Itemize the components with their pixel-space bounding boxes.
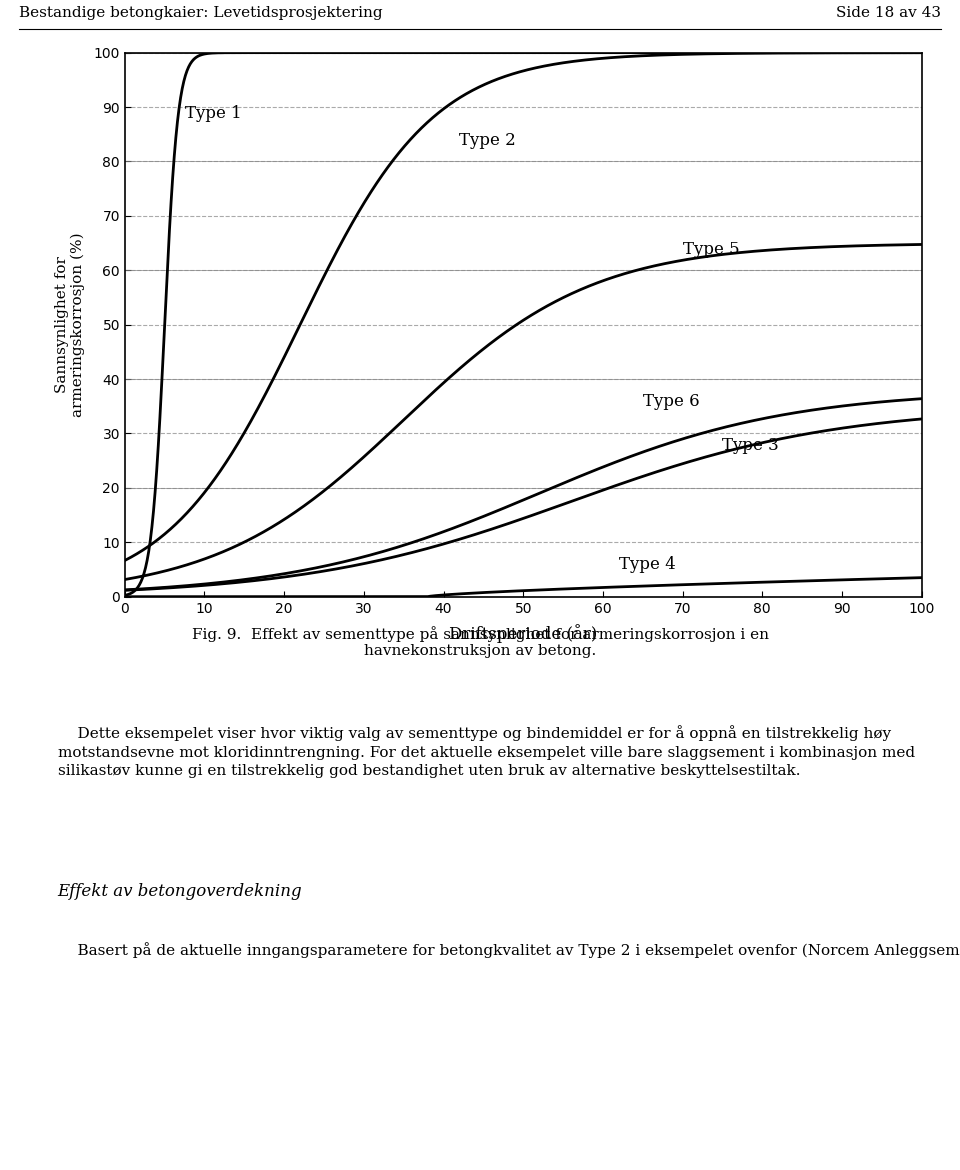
Text: Side 18 av 43: Side 18 av 43 bbox=[836, 6, 941, 20]
Y-axis label: Sannsynlighet for
armeringskorrosjon (%): Sannsynlighet for armeringskorrosjon (%) bbox=[55, 233, 85, 417]
Text: Dette eksempelet viser hvor viktig valg av sementtype og bindemiddel er for å op: Dette eksempelet viser hvor viktig valg … bbox=[58, 725, 915, 778]
Text: Fig. 9.  Effekt av sementtype på sannsynlighet for armeringskorrosjon i en
havne: Fig. 9. Effekt av sementtype på sannsynl… bbox=[191, 626, 769, 658]
X-axis label: Driftsperiode (år): Driftsperiode (år) bbox=[449, 624, 597, 642]
Text: Type 4: Type 4 bbox=[619, 557, 676, 573]
Text: Basert på de aktuelle inngangsparametere for betongkvalitet av Type 2 i eksempel: Basert på de aktuelle inngangsparametere… bbox=[58, 942, 960, 958]
Text: Type 1: Type 1 bbox=[184, 105, 241, 122]
Text: Type 5: Type 5 bbox=[683, 241, 739, 257]
Text: Type 3: Type 3 bbox=[723, 436, 780, 454]
Text: Type 2: Type 2 bbox=[460, 132, 516, 149]
Text: Effekt av betongoverdekning: Effekt av betongoverdekning bbox=[58, 883, 302, 901]
Text: Type 6: Type 6 bbox=[643, 393, 699, 411]
Text: Bestandige betongkaier: Levetidsprosjektering: Bestandige betongkaier: Levetidsprosjekt… bbox=[19, 6, 383, 20]
